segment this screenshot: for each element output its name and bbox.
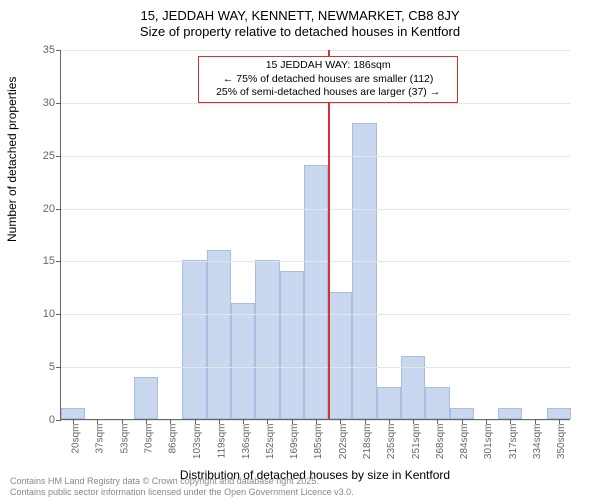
xtick-label: 119sqm — [216, 424, 227, 459]
gridline — [61, 50, 570, 51]
ytick-label: 35 — [43, 44, 55, 56]
histogram-bar — [450, 408, 474, 419]
annotation-line3: 25% of semi-detached houses are larger (… — [205, 86, 451, 100]
histogram-bar — [280, 271, 304, 419]
y-axis-label: Number of detached properties — [5, 77, 19, 242]
histogram-bar — [182, 260, 206, 419]
xtick-label: 70sqm — [144, 424, 155, 454]
xtick-label: 218sqm — [362, 424, 373, 460]
histogram-bar — [352, 123, 376, 419]
annotation-line2: ← 75% of detached houses are smaller (11… — [205, 73, 451, 87]
ytick-label: 25 — [43, 150, 55, 162]
xtick-label: 251sqm — [411, 424, 422, 460]
histogram-bar — [547, 408, 571, 419]
xtick-label: 53sqm — [119, 424, 130, 454]
histogram-bar — [328, 292, 352, 419]
gridline — [61, 156, 570, 157]
chart-title-line2: Size of property relative to detached ho… — [0, 24, 600, 39]
ytick-label: 10 — [43, 308, 55, 320]
annotation-box: 15 JEDDAH WAY: 186sqm ← 75% of detached … — [198, 56, 458, 103]
histogram-bar — [498, 408, 522, 419]
plot-area: 20sqm37sqm53sqm70sqm86sqm103sqm119sqm136… — [60, 50, 570, 420]
chart-container: 15, JEDDAH WAY, KENNETT, NEWMARKET, CB8 … — [0, 0, 600, 500]
attribution: Contains HM Land Registry data © Crown c… — [10, 476, 354, 498]
histogram-bar — [207, 250, 231, 419]
xtick-label: 284sqm — [459, 424, 470, 460]
xtick-label: 136sqm — [241, 424, 252, 460]
attribution-line1: Contains HM Land Registry data © Crown c… — [10, 476, 354, 487]
ytick-mark — [56, 103, 61, 104]
gridline — [61, 261, 570, 262]
ytick-mark — [56, 314, 61, 315]
ytick-mark — [56, 209, 61, 210]
xtick-label: 334sqm — [532, 424, 543, 460]
ytick-label: 5 — [49, 361, 55, 373]
xtick-label: 152sqm — [265, 424, 276, 460]
histogram-bar — [425, 387, 449, 419]
ytick-label: 20 — [43, 203, 55, 215]
gridline — [61, 103, 570, 104]
histogram-bar — [231, 303, 255, 419]
xtick-label: 86sqm — [168, 424, 179, 454]
chart-title-line1: 15, JEDDAH WAY, KENNETT, NEWMARKET, CB8 … — [0, 8, 600, 23]
xtick-label: 350sqm — [556, 424, 567, 460]
xtick-label: 317sqm — [508, 424, 519, 460]
histogram-bar — [134, 377, 158, 419]
xtick-label: 235sqm — [386, 424, 397, 460]
ytick-label: 0 — [49, 414, 55, 426]
histogram-bar — [61, 408, 85, 419]
ytick-mark — [56, 261, 61, 262]
gridline — [61, 209, 570, 210]
ytick-mark — [56, 420, 61, 421]
ytick-mark — [56, 156, 61, 157]
xtick-label: 202sqm — [338, 424, 349, 460]
histogram-bar — [304, 165, 328, 419]
histogram-bar — [401, 356, 425, 419]
xtick-label: 20sqm — [71, 424, 82, 454]
ytick-label: 15 — [43, 255, 55, 267]
ytick-mark — [56, 50, 61, 51]
gridline — [61, 367, 570, 368]
xtick-label: 185sqm — [314, 424, 325, 460]
xtick-label: 37sqm — [95, 424, 106, 454]
reference-line — [328, 50, 330, 419]
gridline — [61, 314, 570, 315]
xtick-label: 169sqm — [289, 424, 300, 460]
histogram-bar — [377, 387, 401, 419]
attribution-line2: Contains public sector information licen… — [10, 487, 354, 498]
xtick-label: 301sqm — [484, 424, 495, 460]
xtick-label: 103sqm — [192, 424, 203, 460]
xtick-label: 268sqm — [435, 424, 446, 460]
histogram-bar — [255, 260, 279, 419]
bars-group — [61, 50, 570, 419]
ytick-label: 30 — [43, 97, 55, 109]
annotation-line1: 15 JEDDAH WAY: 186sqm — [205, 59, 451, 73]
ytick-mark — [56, 367, 61, 368]
